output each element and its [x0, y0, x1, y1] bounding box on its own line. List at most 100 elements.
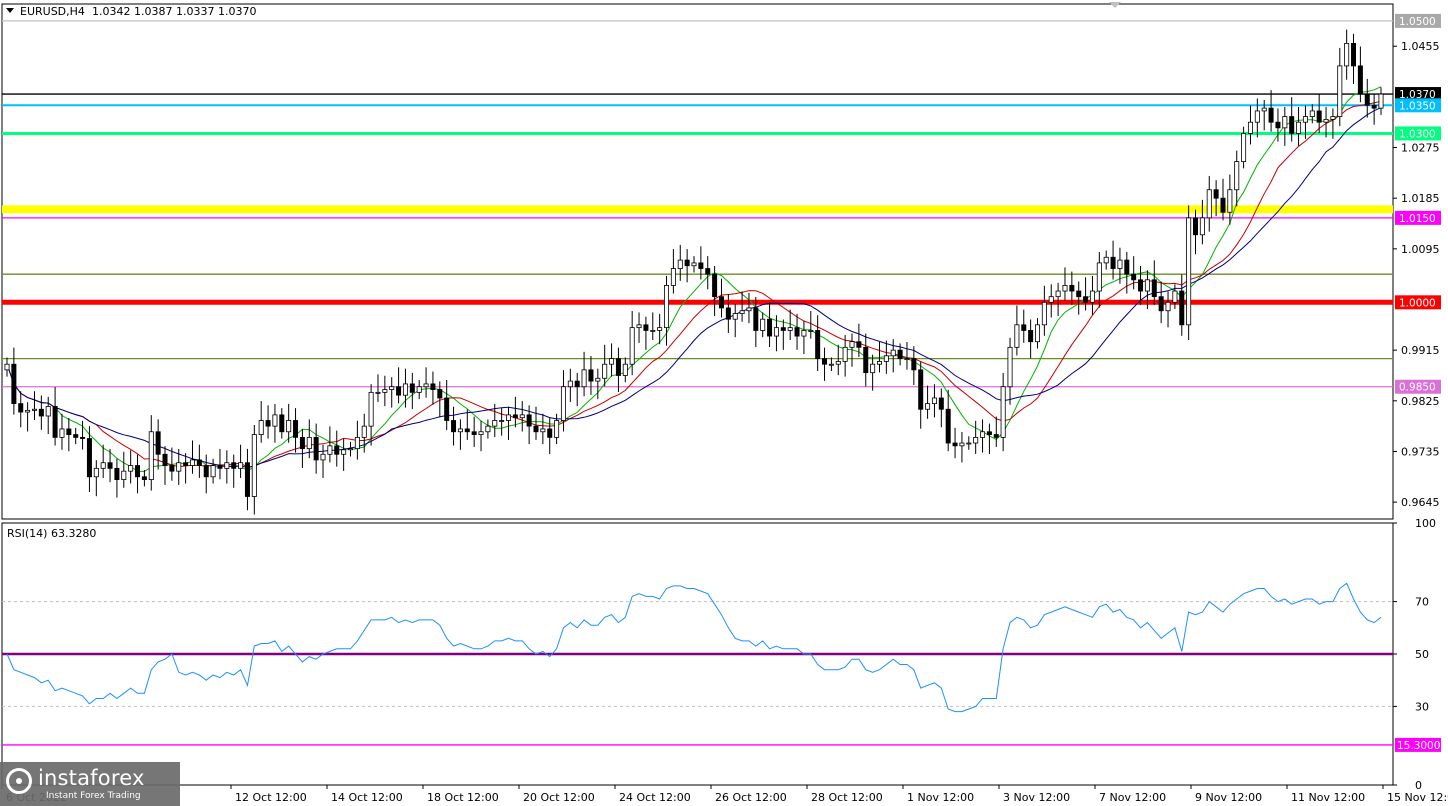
candle-body	[519, 414, 525, 419]
candle	[567, 368, 573, 402]
candle	[1076, 281, 1082, 315]
candle-body	[217, 465, 223, 469]
candle	[148, 415, 154, 491]
candle	[773, 315, 779, 352]
candle-body	[86, 438, 92, 478]
candle-body	[416, 386, 422, 393]
candle-body	[760, 318, 766, 331]
candle-body	[1124, 259, 1130, 275]
candle	[66, 417, 72, 452]
candle	[478, 420, 484, 452]
candle	[1337, 47, 1343, 127]
candle-body	[52, 406, 58, 438]
candle-body	[773, 327, 779, 337]
candle-body	[540, 428, 546, 433]
candle	[835, 344, 841, 376]
candle-body	[286, 420, 292, 433]
candle	[375, 374, 381, 402]
candle-body	[1131, 273, 1137, 281]
candle-body	[581, 369, 587, 388]
candle	[327, 426, 333, 463]
candle-body	[904, 358, 910, 360]
candle-body	[4, 363, 10, 371]
candle	[1323, 107, 1329, 138]
candle-body	[1096, 262, 1102, 292]
candle-body	[650, 330, 656, 332]
candle	[1089, 275, 1095, 315]
rsi-tag-bg	[1395, 737, 1441, 752]
candle-body	[931, 397, 937, 405]
candle-body	[1083, 296, 1089, 303]
candle-body	[162, 453, 168, 466]
candle-body	[368, 391, 374, 427]
candle-body	[382, 389, 388, 393]
price-tick-label: 1.0185	[1401, 192, 1440, 205]
candle-body	[73, 434, 79, 438]
candle-body	[876, 361, 882, 365]
candle	[1048, 284, 1054, 318]
price-tag-label: 1.0000	[1399, 297, 1436, 309]
candle-body	[725, 307, 731, 320]
candle	[712, 266, 718, 317]
candle	[725, 294, 731, 333]
candle	[430, 371, 436, 405]
rsi-tick-label: 0	[1415, 779, 1422, 792]
candle-body	[485, 425, 491, 433]
candle-body	[567, 380, 573, 388]
candle	[141, 470, 147, 487]
candle-body	[1268, 107, 1274, 123]
candle	[169, 447, 175, 481]
candle	[1138, 266, 1144, 305]
candle	[396, 367, 402, 404]
price-tag-label: 0.9850	[1399, 382, 1436, 394]
candle	[444, 379, 450, 431]
candle	[80, 420, 86, 450]
candle	[767, 302, 773, 348]
rsi-tag-label: 15.3000	[1397, 740, 1440, 752]
candle	[526, 405, 532, 445]
candle-body	[588, 369, 594, 382]
candle	[492, 403, 498, 438]
candle-body	[457, 428, 463, 433]
candle-body	[753, 307, 759, 331]
candle-body	[354, 436, 360, 450]
candle	[279, 408, 285, 439]
candle	[574, 372, 580, 407]
candle	[1344, 29, 1350, 80]
candle	[670, 249, 676, 294]
ohlc-label: 1.0342 1.0387 1.0337 1.0370	[92, 5, 256, 18]
candle	[382, 375, 388, 407]
candle-body	[966, 442, 972, 445]
candle-body	[18, 403, 24, 413]
candle-body	[279, 414, 285, 433]
candle	[1041, 285, 1047, 336]
candle	[1193, 209, 1199, 255]
candle-body	[952, 442, 958, 447]
candle-body	[1220, 197, 1226, 213]
candle	[203, 454, 209, 494]
price-tag-bg	[1395, 126, 1441, 141]
candle	[238, 444, 244, 478]
candle	[588, 356, 594, 395]
candle	[361, 413, 367, 453]
candle	[45, 396, 51, 435]
main-frame	[1, 3, 1394, 520]
price-tick-label: 0.9735	[1401, 445, 1440, 458]
candle-body	[1199, 217, 1205, 236]
candle-body	[512, 414, 518, 419]
candle-body	[945, 408, 951, 444]
candle	[1371, 94, 1377, 125]
candle-body	[746, 307, 752, 312]
candle	[629, 311, 635, 376]
candle-body	[767, 318, 773, 337]
time-tick-label: 12 Oct 12:00	[235, 791, 307, 804]
candle-body	[883, 355, 889, 362]
candle	[1309, 104, 1315, 124]
candle-body	[1247, 121, 1253, 134]
candle-body	[1076, 290, 1082, 298]
candle	[86, 426, 92, 492]
candle	[1007, 337, 1013, 405]
candle	[107, 448, 113, 483]
candle	[73, 427, 79, 445]
candle	[18, 391, 24, 428]
